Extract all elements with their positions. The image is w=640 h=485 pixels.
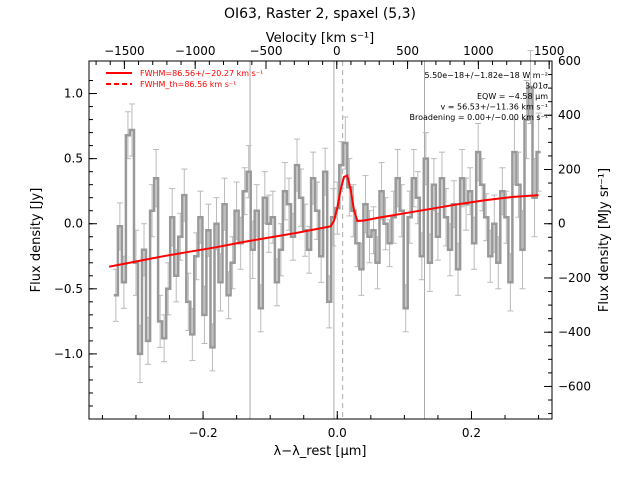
top-tick-label: −1500	[104, 44, 145, 58]
series-layer	[108, 85, 541, 356]
chart-title: OI63, Raster 2, spaxel (5,3)	[224, 6, 416, 22]
spectrum-series	[113, 85, 541, 356]
legend: FWHM=86.56+/−20.27 km s⁻¹ FWHM_th=86.56 k…	[106, 69, 263, 89]
right-axis-label: Flux density [MJy sr⁻¹]	[597, 168, 612, 312]
right-tick-label: −600	[558, 379, 591, 393]
top-tick-label: 500	[396, 44, 419, 58]
reference-lines	[249, 61, 426, 419]
legend-label: FWHM=86.56+/−20.27 km s⁻¹	[140, 69, 263, 78]
top-tick-label: −1000	[175, 44, 216, 58]
y-tick-label: −0.5	[54, 282, 83, 296]
x-axis-label: λ−λ_rest [μm]	[274, 444, 367, 459]
legend-label: FWHM_th=86.56 km s⁻¹	[140, 80, 236, 89]
x-tick-label: 0.2	[462, 426, 481, 440]
annotation-text: v = 56.53+/−11.36 km s⁻¹	[440, 103, 548, 112]
annotation-text: 3.01σ	[525, 82, 548, 91]
right-tick-label: −200	[558, 271, 591, 285]
y-tick-label: 0.5	[64, 152, 83, 166]
right-tick-label: 400	[558, 108, 581, 122]
annotation-text: 5.50e−18+/−1.82e−18 W m⁻²	[424, 71, 548, 80]
x-tick-label: −0.2	[189, 426, 218, 440]
top-axis-label: Velocity [km s⁻¹]	[266, 31, 374, 46]
axis-ticks: −0.2 0.0 0.2 −1.0 −0.5 0.0 0.5 1.0 −1500 −1000 −50…	[54, 44, 591, 440]
annotation-text: Broadening = 0.00+/−0.00 km s⁻¹	[410, 113, 548, 122]
y-tick-label: 1.0	[64, 87, 83, 101]
right-tick-label: 0	[558, 217, 566, 231]
fit-series	[108, 174, 539, 268]
top-tick-label: 1000	[463, 44, 494, 58]
right-tick-label: 600	[558, 54, 581, 68]
y-tick-label: −1.0	[54, 347, 83, 361]
top-tick-label: −500	[250, 44, 283, 58]
top-tick-label: 0	[333, 44, 341, 58]
right-tick-label: 200	[558, 162, 581, 176]
x-tick-label: 0.0	[328, 426, 347, 440]
top-tick-label: 1500	[534, 44, 565, 58]
plot-frame	[88, 60, 553, 420]
right-tick-label: −400	[558, 325, 591, 339]
y-tick-label: 0.0	[64, 217, 83, 231]
annotation-text: EQW = −4.58 μm	[477, 92, 548, 101]
y-axis-label: Flux density [Jy]	[29, 188, 44, 293]
